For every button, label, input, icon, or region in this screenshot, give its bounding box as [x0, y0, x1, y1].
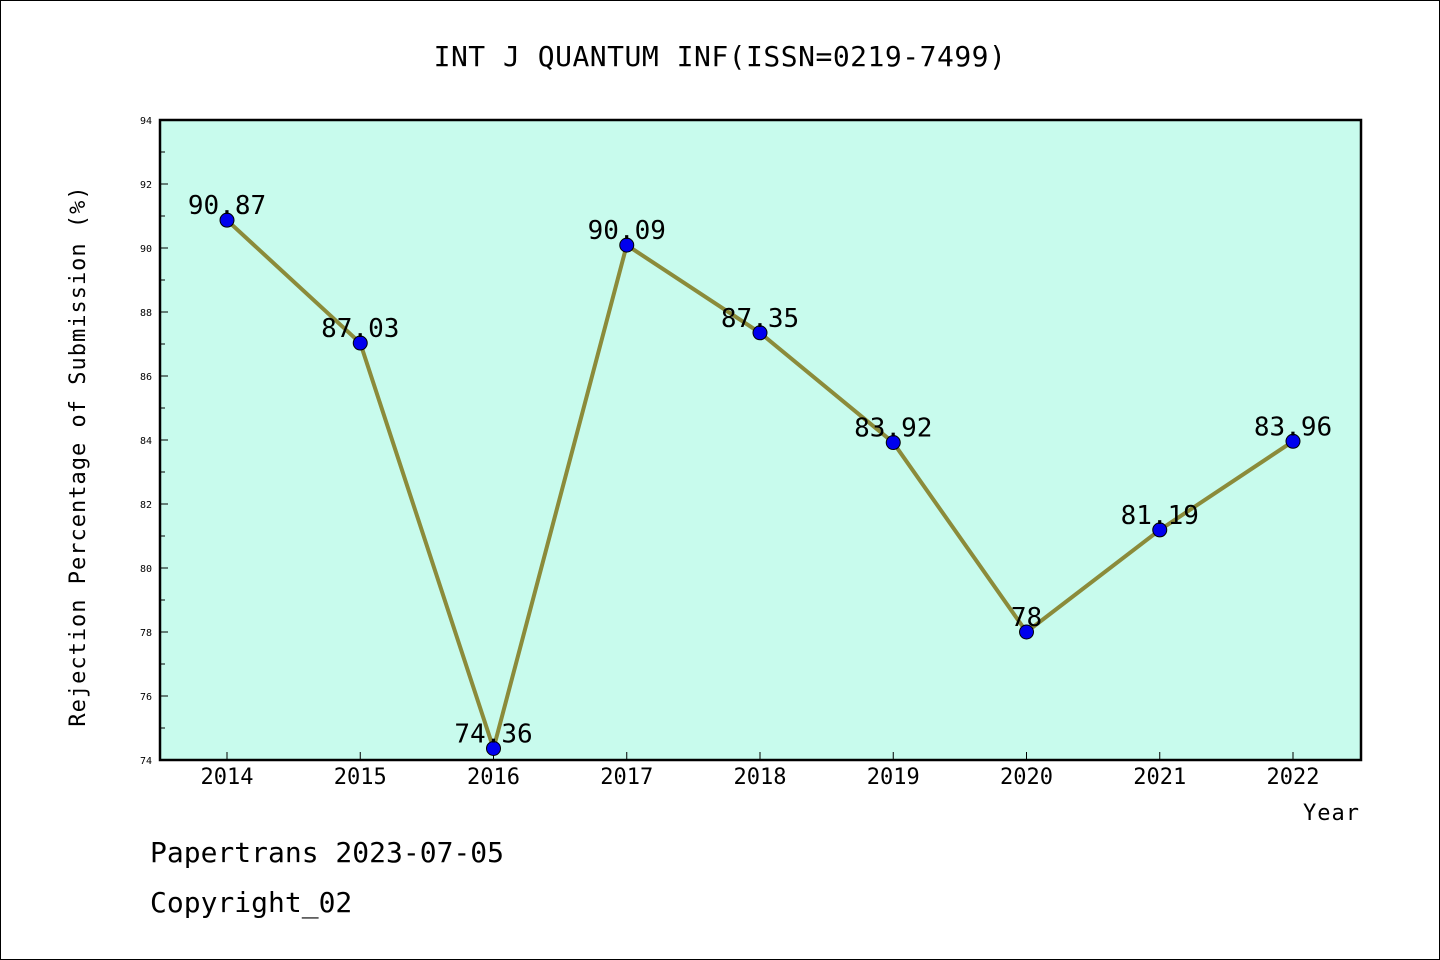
data-label: 90.09 — [588, 216, 666, 246]
data-point-marker — [352, 335, 368, 351]
y-tick-label: 88 — [140, 308, 152, 319]
y-tick-label: 86 — [140, 372, 152, 383]
x-tick-label: 2018 — [734, 765, 787, 790]
y-tick-label: 94 — [140, 116, 152, 127]
x-axis-label: Year — [1303, 801, 1360, 826]
x-tick-label: 2016 — [467, 765, 520, 790]
data-label: 83.96 — [1254, 412, 1332, 442]
chart-title: INT J QUANTUM INF(ISSN=0219-7499) — [434, 40, 1007, 73]
footer-copyright: Copyright_02 — [150, 886, 353, 919]
data-point-marker — [1019, 624, 1034, 640]
data-label: 87.03 — [321, 314, 399, 344]
y-tick-label: 92 — [140, 180, 152, 191]
x-axis-ticks: 2014 2015 2016 2017 2018 2019 2020 2021 2022 — [201, 752, 1320, 790]
data-label-layer: 90.87 87.03 74.36 90.09 87.35 83.92 78 81.19 83.… — [188, 191, 1332, 749]
y-tick-label: 78 — [140, 628, 152, 639]
data-point-marker — [219, 212, 235, 228]
x-tick-label: 2019 — [867, 765, 920, 790]
y-axis-label: Rejection Percentage of Submission (%) — [66, 185, 91, 726]
data-point-marker — [1152, 522, 1168, 538]
data-point-marker — [619, 237, 635, 253]
y-tick-label: 80 — [140, 564, 152, 575]
x-tick-label: 2022 — [1267, 765, 1320, 790]
y-tick-label: 90 — [140, 244, 152, 255]
x-tick-label: 2015 — [334, 765, 387, 790]
x-tick-label: 2014 — [201, 765, 254, 790]
data-point-marker — [885, 435, 901, 451]
data-label: 78 — [1011, 603, 1042, 633]
x-tick-label: 2017 — [600, 765, 653, 790]
y-tick-label: 82 — [140, 500, 152, 511]
x-tick-label: 2021 — [1133, 765, 1186, 790]
plot-area — [158, 118, 1363, 762]
data-label: 81.19 — [1121, 501, 1199, 531]
y-tick-label: 76 — [140, 692, 152, 703]
y-tick-label: 84 — [140, 436, 152, 447]
data-label: 83.92 — [854, 414, 932, 444]
data-point-marker — [486, 740, 501, 756]
data-label: 90.87 — [188, 191, 266, 221]
data-label: 87.35 — [721, 304, 799, 334]
series-layer — [219, 212, 1301, 756]
data-point-marker — [1285, 433, 1301, 449]
data-point-marker — [752, 325, 768, 341]
x-tick-label: 2020 — [1000, 765, 1053, 790]
data-label: 74.36 — [454, 719, 532, 749]
footer-publisher-date: Papertrans 2023-07-05 — [150, 836, 505, 869]
y-tick-label: 74 — [140, 756, 152, 767]
y-axis-ticks: 74 76 78 80 82 84 86 88 90 92 94 — [140, 116, 168, 767]
